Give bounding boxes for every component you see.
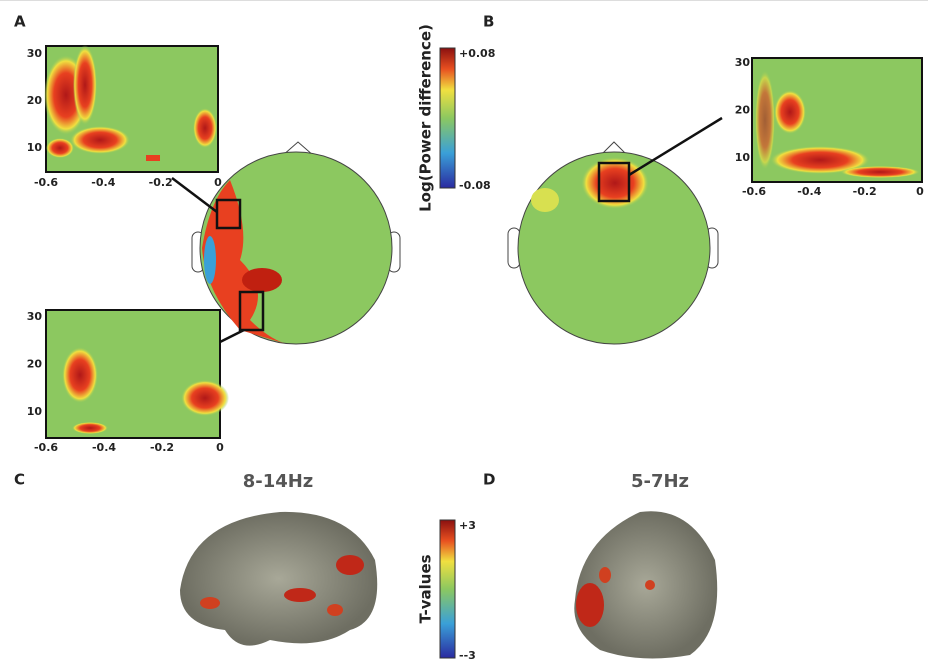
y-tick-label: 10 — [27, 405, 43, 418]
colorbar-min: --3 — [459, 649, 476, 662]
panel-label: A — [14, 13, 26, 31]
x-tick-label: -0.4 — [92, 441, 116, 454]
x-tick-label: -0.4 — [797, 185, 821, 198]
inset-a-bottom — [45, 309, 229, 439]
y-tick-label: 30 — [27, 310, 43, 323]
panel-label: D — [483, 471, 495, 489]
colorbar-label: T-values — [417, 554, 435, 623]
colorbar-max: +3 — [459, 519, 476, 532]
topomap-b — [507, 116, 723, 345]
x-tick-label: -0.6 — [34, 441, 58, 454]
y-tick-label: 20 — [27, 94, 43, 107]
x-tick-label: -0.2 — [853, 185, 877, 198]
y-tick-label: 10 — [735, 151, 751, 164]
colorbar-min: -0.08 — [459, 179, 491, 192]
x-tick-label: 0 — [916, 185, 924, 198]
x-tick-label: -0.4 — [91, 176, 115, 189]
panel-label: C — [14, 471, 25, 489]
brain-c — [180, 511, 378, 646]
x-tick-label: 0 — [216, 441, 224, 454]
x-tick-label: -0.2 — [150, 441, 174, 454]
panel-title: 5-7Hz — [631, 471, 689, 492]
inset-b — [751, 57, 923, 183]
x-tick-label: -0.6 — [34, 176, 58, 189]
panel-label: B — [483, 13, 494, 31]
colorbar-label: Log(Power difference) — [417, 24, 435, 212]
y-tick-label: 10 — [27, 141, 43, 154]
y-tick-label: 20 — [27, 358, 43, 371]
y-tick-label: 30 — [27, 47, 43, 60]
inset-a-top — [44, 45, 219, 173]
y-tick-label: 30 — [735, 56, 751, 69]
panel-title: 8-14Hz — [243, 471, 314, 492]
colorbar-1 — [439, 47, 456, 189]
x-tick-label: -0.6 — [742, 185, 766, 198]
colorbar-max: +0.08 — [459, 47, 495, 60]
topomap-a — [171, 141, 401, 345]
x-tick-label: -0.2 — [149, 176, 173, 189]
x-tick-label: 0 — [214, 176, 222, 189]
colorbar-2 — [439, 519, 456, 659]
brain-d — [574, 511, 718, 659]
y-tick-label: 20 — [735, 104, 751, 117]
